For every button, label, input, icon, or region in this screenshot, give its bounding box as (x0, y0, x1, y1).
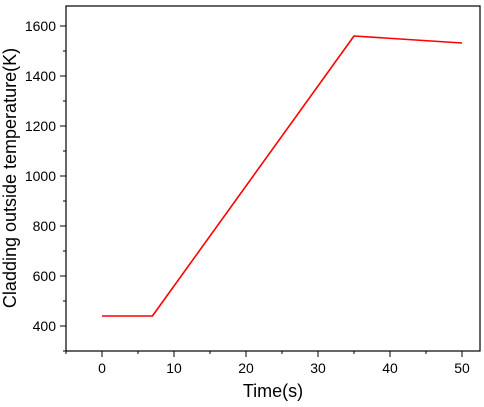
y-tick-label: 1000 (25, 168, 56, 184)
y-axis-title: Cladding outside temperature(K) (0, 48, 20, 308)
x-tick-label: 20 (238, 360, 254, 376)
y-tick-label: 600 (33, 268, 57, 284)
x-tick-label: 50 (454, 360, 470, 376)
x-tick-label: 10 (166, 360, 182, 376)
y-axis-ticks: 400 600 800 1000 1200 1400 1600 (25, 18, 66, 352)
series-line (102, 35, 463, 317)
y-tick-label: 400 (33, 318, 57, 334)
y-tick-label: 1200 (25, 118, 56, 134)
y-tick-label: 1400 (25, 68, 56, 84)
x-tick-label: 0 (98, 360, 106, 376)
y-tick-label: 1600 (25, 18, 56, 34)
plot-frame (65, 5, 481, 352)
x-axis-title: Time(s) (243, 381, 303, 401)
y-tick-label: 800 (33, 218, 57, 234)
x-axis-ticks: 0 10 20 30 40 50 (65, 351, 470, 376)
series-layer (102, 35, 463, 317)
x-tick-label: 30 (310, 360, 326, 376)
x-tick-label: 40 (382, 360, 398, 376)
